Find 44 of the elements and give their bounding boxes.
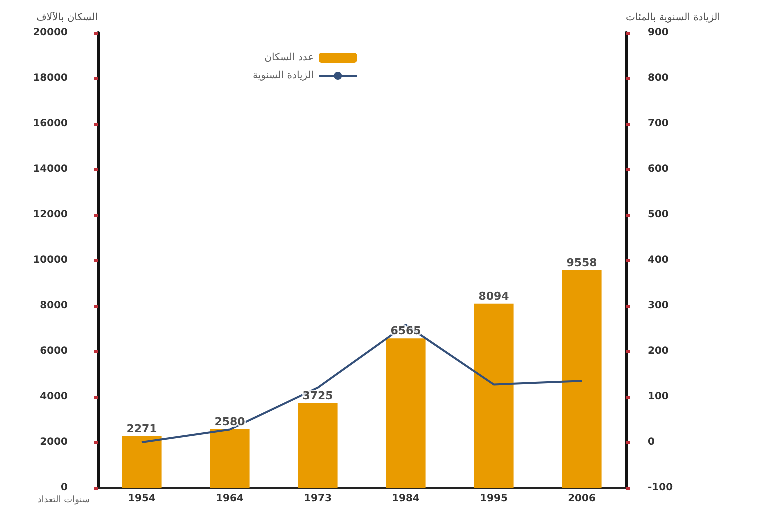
bar: [210, 429, 250, 488]
y-axis-title: السكان بالآلاف: [36, 12, 98, 24]
bar: [298, 403, 338, 488]
x-tick-label: 1973: [304, 494, 332, 504]
y-tick-label: 14000: [33, 164, 68, 175]
y2-tick-label: 800: [648, 73, 669, 84]
y2-tick-label: 200: [648, 346, 669, 357]
data-label: 8094: [478, 290, 510, 303]
y-tick-label: 18000: [33, 73, 68, 84]
data-label: 9558: [566, 256, 598, 270]
y2-tick-label: 300: [648, 300, 669, 312]
x-tick-label: 1954: [128, 494, 156, 504]
y-tick-label: 4000: [40, 392, 68, 402]
y2-tick-label: 700: [648, 118, 669, 130]
y2-tick-label: 600: [648, 164, 669, 175]
bar: [122, 436, 162, 488]
legend-label: عدد السكان: [264, 52, 314, 64]
data-label: 2580: [214, 415, 246, 428]
y2-tick-label: 400: [648, 255, 669, 266]
y-tick-label: 10000: [33, 255, 68, 266]
legend-label: الزيادة السنوية: [252, 70, 314, 82]
x-tick-label: 1984: [392, 494, 420, 504]
bar: [386, 338, 426, 488]
y-tick-label: 0: [61, 482, 68, 494]
y-tick-label: 8000: [40, 300, 68, 312]
bar: [474, 304, 514, 488]
y2-tick-label: 100: [648, 392, 669, 402]
y-tick-label: 16000: [33, 118, 68, 130]
x-tick-label: 2006: [568, 494, 596, 504]
data-label: 3725: [302, 389, 334, 402]
y-tick-label: 6000: [40, 346, 68, 357]
x-tick-label: 1964: [216, 494, 244, 504]
y-tick-label: 2000: [40, 437, 68, 448]
data-label: 2271: [126, 422, 158, 436]
bar: [562, 270, 602, 488]
x-axis-title: سنوات التعداد: [38, 496, 90, 506]
y2-tick-label: 500: [648, 210, 669, 220]
y2-tick-label: -100: [648, 482, 674, 494]
x-tick-label: 1995: [480, 494, 508, 504]
y2-tick-label: 900: [648, 28, 669, 38]
y2-axis-title: الزيادة السنوية بالمئات: [626, 12, 720, 24]
y2-tick-label: 0: [648, 437, 655, 448]
y-tick-label: 12000: [33, 210, 68, 220]
y-tick-label: 20000: [33, 28, 68, 38]
